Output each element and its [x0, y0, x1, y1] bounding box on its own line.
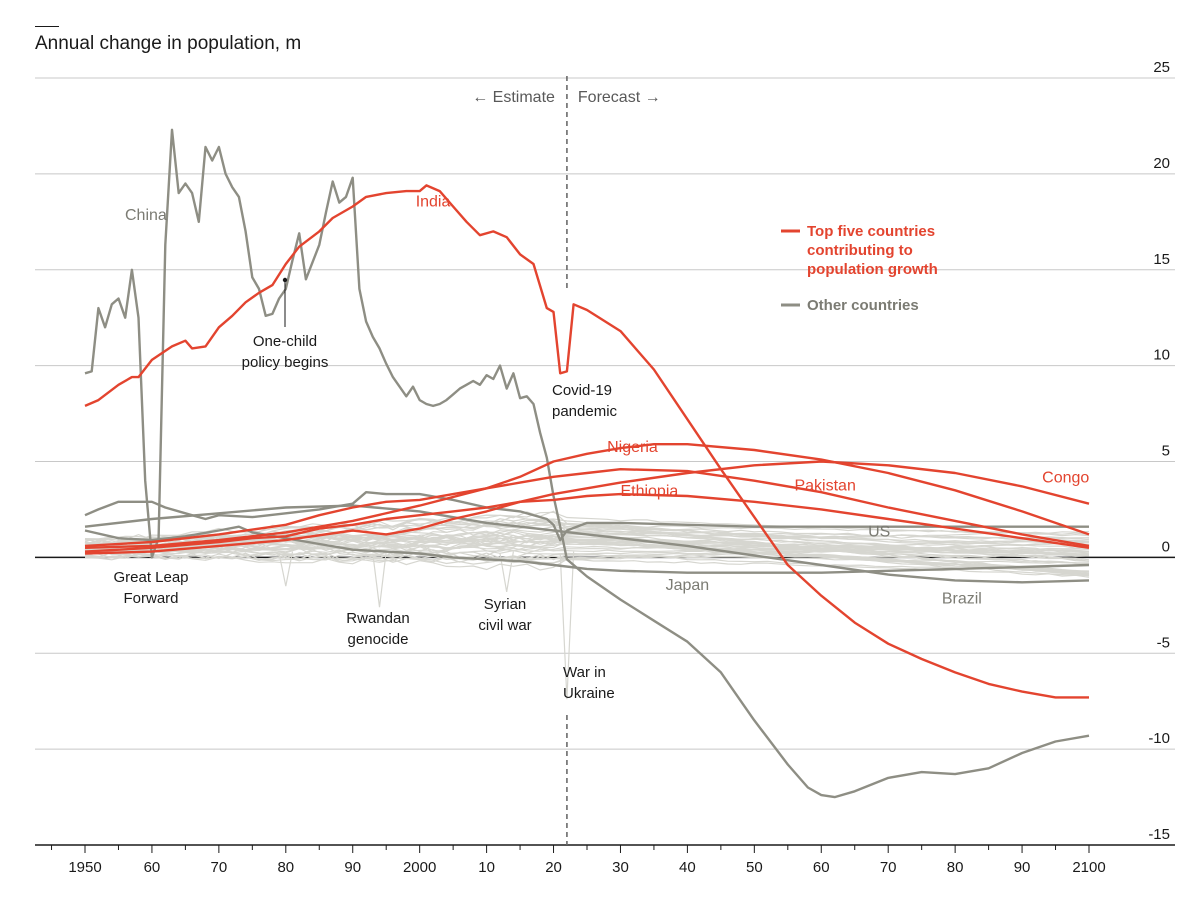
x-tick-label: 1950	[68, 859, 101, 876]
x-tick-label: 60	[813, 859, 830, 876]
chart-title: Annual change in population, m	[35, 33, 302, 54]
series-label-brazil: Brazil	[942, 590, 982, 607]
background-line	[84, 542, 1090, 571]
series-label-pakistan: Pakistan	[794, 477, 855, 494]
series-line-china	[84, 128, 1090, 799]
series-labels: India Nigeria Pakistan Ethiopia Congo China US…	[125, 193, 1089, 607]
event-spike	[499, 551, 514, 592]
series-label-nigeria: Nigeria	[607, 439, 658, 456]
annotation-syrian-civil-war: Syrian civil war	[478, 596, 531, 634]
top-country-lines	[84, 184, 1090, 699]
background-line	[84, 540, 1090, 555]
x-tick-label: 10	[478, 859, 495, 876]
series-label-china: China	[125, 207, 167, 224]
background-line	[84, 544, 1090, 555]
background-line	[84, 538, 1090, 575]
series-label-japan: Japan	[666, 577, 710, 594]
x-tick-label: 70	[211, 859, 228, 876]
annotation-war-in-ukraine: War in Ukraine	[563, 664, 615, 702]
y-tick-label: 10	[1153, 347, 1170, 364]
x-tick-label: 90	[1014, 859, 1031, 876]
event-spike	[372, 551, 387, 608]
background-line	[84, 523, 1090, 553]
annotation-rwandan-genocide: Rwandan genocide	[346, 610, 409, 648]
estimate-label: ← Estimate	[472, 89, 555, 106]
series-line-pakistan	[84, 468, 1090, 548]
background-line	[84, 538, 1090, 565]
series-line-japan	[84, 525, 1090, 574]
legend-label-1: Other countries	[807, 297, 919, 314]
series-label-us: US	[868, 523, 890, 540]
annotation-one-child-policy-begins: One-child policy begins	[242, 333, 329, 371]
annotation-great-leap-forward: Great Leap Forward	[113, 569, 188, 607]
series-label-ethiopia: Ethiopia	[620, 483, 678, 500]
y-tick-label: 5	[1162, 443, 1170, 460]
y-tick-label: -10	[1148, 730, 1170, 747]
x-tick-label: 70	[880, 859, 897, 876]
legend: Top five countries contributing to populat…	[781, 223, 938, 314]
x-axis: 1950 60 70 80 90 2000 10 20 30 40 50 60 70 80 90 2100	[35, 844, 1175, 876]
series-label-congo: Congo	[1042, 470, 1089, 487]
x-tick-label: 40	[679, 859, 696, 876]
event-spike	[559, 551, 575, 700]
y-tick-label: -15	[1148, 826, 1170, 843]
series-line-india	[84, 184, 1089, 699]
y-tick-label: 25	[1153, 59, 1170, 76]
event-spike	[278, 551, 294, 587]
annotation-covid-19-pandemic: Covid-19 pandemic	[552, 382, 618, 420]
y-tick-label: 20	[1153, 155, 1170, 172]
series-line-brazil	[84, 504, 1090, 584]
background-line	[84, 552, 1090, 573]
y-tick-label: 15	[1153, 251, 1170, 268]
legend-label-0: Top five countries contributing to populat…	[807, 223, 938, 278]
series-label-india: India	[416, 193, 451, 210]
y-tick-label: -5	[1157, 634, 1170, 651]
x-tick-label: 90	[344, 859, 361, 876]
series-line-congo	[84, 460, 1090, 555]
estimate-forecast-divider: ← Estimate Forecast →	[472, 76, 661, 845]
annotation-dot	[282, 277, 288, 283]
title-rule	[35, 26, 59, 27]
forecast-label: Forecast →	[578, 89, 661, 106]
series-line-ethiopia	[84, 492, 1090, 553]
x-tick-label: 20	[545, 859, 562, 876]
y-tick-label: 0	[1162, 538, 1170, 555]
x-tick-label: 50	[746, 859, 763, 876]
x-tick-label: 80	[277, 859, 294, 876]
x-tick-label: 30	[612, 859, 629, 876]
y-axis-ticks: 25 20 15 10 5 0 -5 -10 -15	[1148, 59, 1170, 843]
x-tick-label: 60	[144, 859, 161, 876]
annotations: Great Leap Forward One-child policy begins R…	[113, 277, 618, 702]
x-tick-label: 80	[947, 859, 964, 876]
x-tick-label: 2000	[403, 859, 436, 876]
series-line-nigeria	[84, 443, 1090, 549]
x-tick-label: 2100	[1072, 859, 1105, 876]
